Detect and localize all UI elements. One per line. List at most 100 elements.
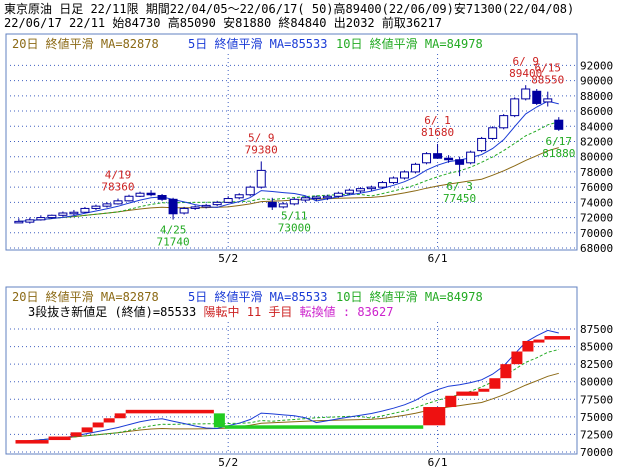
lower-panel-frame bbox=[5, 286, 578, 455]
lower-y-tick-label: 87500 bbox=[580, 323, 613, 336]
annotation-price: 88550 bbox=[531, 74, 564, 87]
candle-body bbox=[377, 182, 387, 188]
annotation-date: 5/11 bbox=[281, 209, 308, 222]
candle-body bbox=[532, 90, 542, 104]
annotation-date: 6/15 bbox=[535, 62, 562, 75]
annotation-date: 6/ 3 bbox=[446, 180, 473, 193]
candle-body bbox=[311, 196, 321, 200]
candle-body bbox=[499, 115, 509, 129]
brick-up bbox=[48, 436, 71, 441]
brick-up bbox=[522, 340, 534, 352]
info-reversal: 転換値 : 83627 bbox=[300, 304, 394, 319]
candle-body bbox=[234, 194, 244, 199]
brick-up bbox=[445, 395, 457, 408]
annotation-price: 89400 bbox=[509, 67, 542, 80]
header-line1: 東京原油 日足 22/11限 期間22/04/05～22/06/17( 50)高… bbox=[4, 1, 574, 16]
brick-down bbox=[224, 425, 424, 429]
upper-legend-ma10: 10日 終値平滑 MA=84978 bbox=[336, 36, 483, 51]
candle-body bbox=[488, 127, 498, 139]
candle-body bbox=[212, 201, 222, 206]
candle-body bbox=[113, 200, 123, 205]
candle-body bbox=[47, 214, 57, 219]
candle-body bbox=[400, 171, 410, 179]
candle-body bbox=[366, 186, 376, 190]
lower-legend-ma10: 10日 終値平滑 MA=84978 bbox=[336, 289, 483, 304]
candle-body bbox=[355, 188, 365, 192]
brick-up bbox=[544, 336, 570, 340]
candle-body bbox=[455, 159, 465, 165]
candle-body bbox=[14, 220, 24, 224]
candle-body bbox=[36, 217, 46, 221]
candle-body bbox=[102, 203, 112, 207]
upper-y-tick-label: 80000 bbox=[580, 151, 613, 164]
candle-body bbox=[422, 153, 432, 164]
upper-y-tick-label: 68000 bbox=[580, 242, 613, 255]
lower-ma5-line bbox=[18, 329, 559, 442]
annotation-date: 6/ 1 bbox=[424, 114, 451, 127]
candle-body bbox=[300, 197, 310, 201]
info-main: 3段抜き新値足 (終値)=85533 bbox=[28, 304, 196, 319]
lower-chart: 70000 72500 75000 77500 80000 82500 85000 87500… bbox=[10, 322, 613, 469]
candle-body bbox=[179, 207, 189, 214]
candle-body bbox=[135, 192, 145, 197]
lower-legend-ma20: 20日 終値平滑 MA=82878 bbox=[12, 289, 159, 304]
upper-ma10-line bbox=[18, 121, 559, 222]
candle-body bbox=[510, 98, 520, 117]
candle-body bbox=[388, 177, 398, 184]
annotation-price: 71740 bbox=[157, 236, 190, 249]
upper-y-tick-label: 88000 bbox=[580, 90, 613, 103]
candle-body bbox=[411, 163, 421, 173]
upper-y-tick-label: 70000 bbox=[580, 227, 613, 240]
lower-legend-ma5: 5日 終値平滑 MA=85533 bbox=[188, 289, 327, 304]
candle-body bbox=[69, 211, 79, 215]
candle-body bbox=[168, 198, 178, 215]
upper-ma5-line bbox=[18, 100, 559, 222]
candle-body bbox=[322, 195, 332, 199]
annotation-date: 4/19 bbox=[105, 169, 132, 182]
candle-body bbox=[521, 88, 531, 100]
candle-body bbox=[80, 207, 90, 213]
candle-body bbox=[433, 153, 443, 159]
brick-up bbox=[15, 440, 49, 444]
candle-body bbox=[554, 119, 564, 130]
candle-body bbox=[201, 204, 211, 208]
brick-up bbox=[81, 427, 93, 433]
candle-body bbox=[223, 198, 233, 203]
candle-body bbox=[25, 219, 35, 223]
brick-up bbox=[511, 351, 523, 365]
header-line2: 22/06/17 22/11 始84730 高85090 安81880 終848… bbox=[4, 15, 442, 30]
brick-up bbox=[533, 339, 545, 343]
candle-body bbox=[267, 201, 277, 208]
upper-y-tick-label: 92000 bbox=[580, 59, 613, 72]
brick-up bbox=[423, 407, 446, 426]
lower-y-tick-label: 75000 bbox=[580, 411, 613, 424]
candle-body bbox=[289, 198, 299, 205]
candle-body bbox=[543, 98, 553, 103]
upper-y-tick-label: 82000 bbox=[580, 135, 613, 148]
annotation-price: 73000 bbox=[278, 221, 311, 234]
annotation-price: 79380 bbox=[245, 143, 278, 156]
annotation-price: 78360 bbox=[101, 181, 134, 194]
annotation-date: 4/25 bbox=[160, 224, 187, 237]
brick-up bbox=[489, 378, 501, 389]
upper-y-tick-label: 78000 bbox=[580, 166, 613, 179]
brick-down bbox=[213, 413, 225, 428]
lower-y-tick-label: 70000 bbox=[580, 446, 613, 459]
brick-up bbox=[125, 409, 214, 414]
candle-body bbox=[91, 205, 101, 209]
upper-y-tick-label: 74000 bbox=[580, 196, 613, 209]
annotation-price: 81680 bbox=[421, 126, 454, 139]
candle-body bbox=[58, 212, 68, 216]
upper-y-tick-label: 86000 bbox=[580, 105, 613, 118]
candle-body bbox=[344, 189, 354, 194]
candle-body bbox=[256, 169, 266, 188]
lower-x-tick-label: 6/1 bbox=[428, 456, 448, 469]
info-count: 11 手目 bbox=[247, 305, 293, 319]
info-status: 陽転中 bbox=[203, 304, 239, 319]
candle-body bbox=[444, 157, 454, 161]
candle-body bbox=[278, 203, 288, 208]
annotation-price: 81880 bbox=[542, 147, 575, 160]
upper-x-tick-label: 6/1 bbox=[428, 252, 448, 265]
annotation-date: 6/17 bbox=[546, 135, 573, 148]
